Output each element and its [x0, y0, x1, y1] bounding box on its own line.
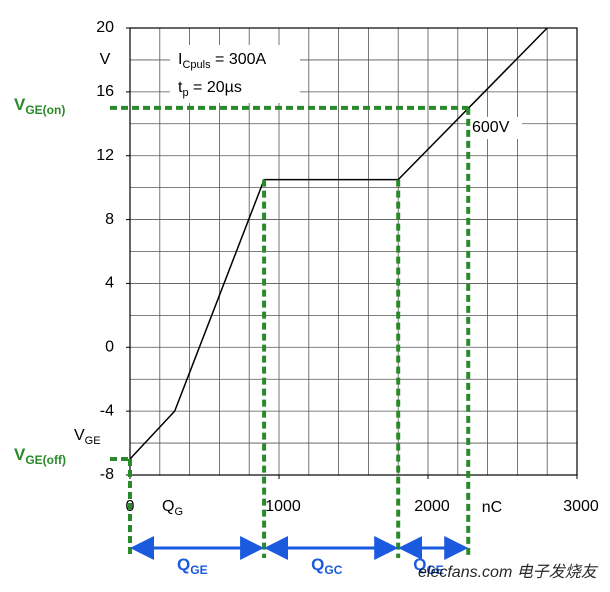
x-unit: nC: [482, 499, 502, 516]
ref-label-sub: GE(off): [25, 453, 66, 467]
annotation-base: V: [74, 427, 85, 444]
annotation-box: [470, 117, 522, 139]
annotation-tail: = 300A: [211, 51, 267, 68]
charge-label-sub: GC: [324, 563, 342, 577]
charge-label-sub: GE: [426, 563, 443, 577]
x-tick-label: 3000: [563, 498, 599, 515]
y-tick-label: 16: [96, 83, 114, 100]
annotation: VGE: [74, 427, 101, 447]
plot-frame: [129, 27, 578, 476]
y-tick-label: 0: [105, 339, 114, 356]
ref-label: VGE(off): [14, 445, 66, 467]
annotation: ICpuls = 300A: [178, 51, 267, 71]
annotation-sub: G: [174, 506, 183, 518]
annotation-sub: Cpuls: [182, 59, 211, 71]
watermark: elecfans.com 电子发烧友: [418, 563, 599, 581]
y-tick-label: -8: [100, 466, 114, 483]
ref-label-base: V: [14, 95, 26, 114]
y-unit: V: [100, 51, 111, 68]
annotation-base: t: [178, 79, 183, 96]
y-tick-label: 12: [96, 147, 114, 164]
annotation-base: I: [178, 51, 182, 68]
x-tick-label: 2000: [414, 498, 450, 515]
annotation-tail: = 20µs: [189, 79, 242, 96]
y-tick-label: 4: [105, 275, 114, 292]
charge-label-base: Q: [177, 555, 190, 574]
charge-label: QGC: [311, 555, 343, 577]
annotation-base: Q: [162, 498, 174, 515]
charge-label: QGE: [413, 555, 444, 577]
charge-label: QGE: [177, 555, 208, 577]
ref-label: VGE(on): [14, 95, 65, 117]
annotation: tp = 20µs: [178, 79, 242, 99]
y-tick-label: -4: [100, 402, 114, 419]
x-tick-label: 1000: [265, 498, 301, 515]
annotation-box: [170, 45, 300, 103]
charge-label-sub: GE: [190, 563, 207, 577]
charge-label-base: Q: [311, 555, 324, 574]
annotation-sub: p: [182, 87, 188, 99]
charge-label-base: Q: [413, 555, 426, 574]
y-tick-label: 20: [96, 19, 114, 36]
y-tick-label: 8: [105, 211, 114, 228]
annotation: 600V: [472, 119, 510, 136]
ref-label-sub: GE(on): [25, 103, 65, 117]
annotation-sub: GE: [85, 435, 101, 447]
ref-label-base: V: [14, 445, 26, 464]
annotation: QG: [162, 498, 183, 518]
